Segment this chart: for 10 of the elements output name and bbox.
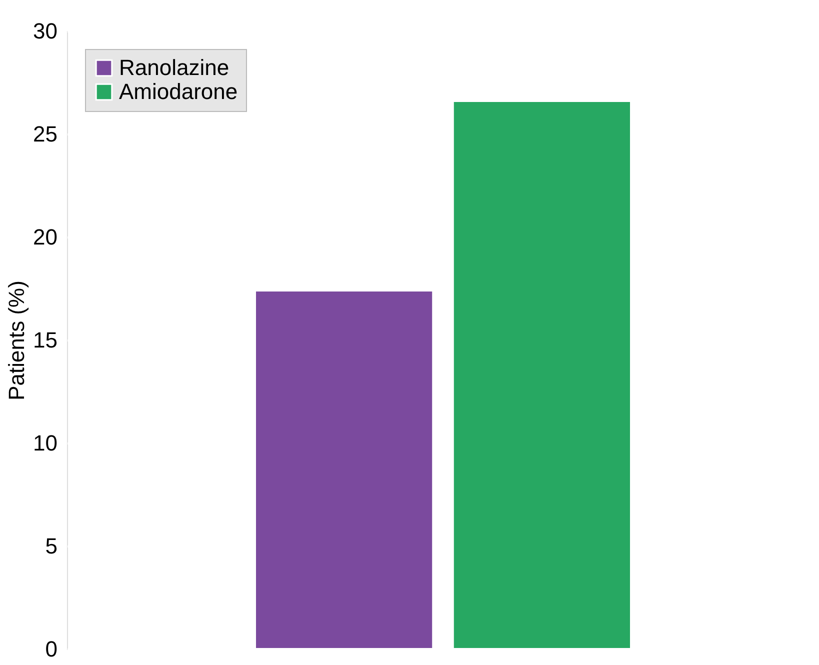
- y-tick-label: 0: [45, 636, 58, 662]
- y-tick-label: 5: [45, 534, 58, 558]
- legend-label: Amiodarone: [119, 79, 238, 104]
- y-axis-title: Patients (%): [4, 280, 30, 400]
- y-tick-label: 30: [33, 18, 58, 44]
- y-tick-label: 10: [33, 430, 58, 456]
- y-tick-label: 15: [33, 328, 58, 352]
- y-tick-label: 20: [33, 224, 58, 250]
- y-tick-label: 25: [33, 122, 58, 146]
- legend-label: Ranolazine: [119, 55, 230, 80]
